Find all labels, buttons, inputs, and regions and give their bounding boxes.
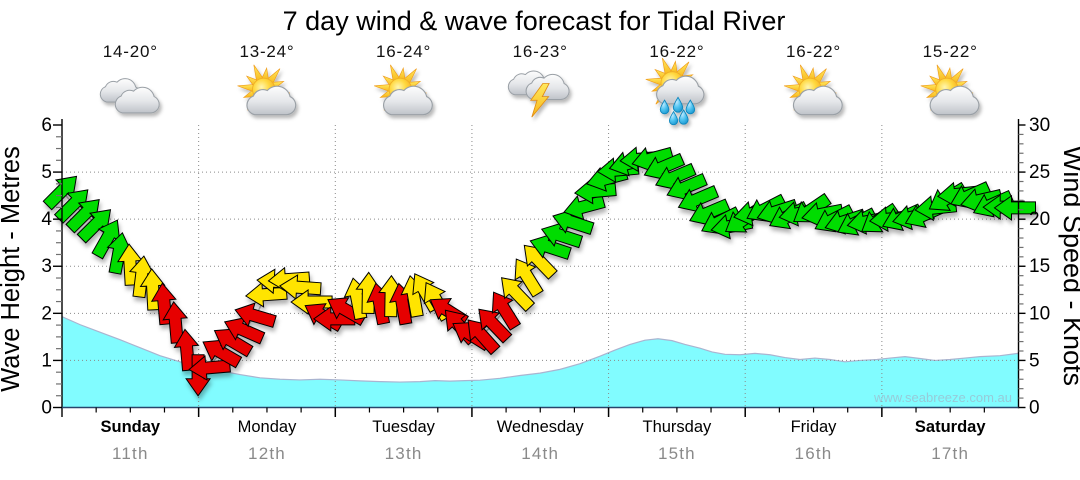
svg-text:6: 6 [41, 115, 52, 136]
svg-text:7 day wind & wave forecast for: 7 day wind & wave forecast for Tidal Riv… [283, 6, 786, 36]
svg-text:13-24°: 13-24° [239, 42, 294, 61]
svg-text:4: 4 [41, 209, 52, 230]
svg-text:Wednesday: Wednesday [497, 418, 585, 436]
svg-text:12th: 12th [248, 444, 286, 463]
svg-text:25: 25 [1029, 162, 1050, 183]
svg-text:3: 3 [41, 256, 52, 277]
svg-text:Saturday: Saturday [915, 418, 986, 436]
svg-text:Wind Speed - Knots: Wind Speed - Knots [1058, 146, 1080, 386]
svg-text:Sunday: Sunday [100, 418, 160, 436]
svg-text:5: 5 [1029, 350, 1040, 371]
svg-text:Wave Height - Metres: Wave Height - Metres [0, 146, 25, 392]
svg-text:30: 30 [1029, 115, 1050, 136]
svg-text:15: 15 [1029, 256, 1050, 277]
svg-text:13th: 13th [385, 444, 423, 463]
svg-text:14th: 14th [521, 444, 559, 463]
svg-text:0: 0 [41, 398, 52, 419]
svg-text:0: 0 [1029, 398, 1040, 419]
svg-text:5: 5 [41, 162, 52, 183]
svg-text:Tuesday: Tuesday [372, 418, 435, 436]
svg-text:1: 1 [41, 350, 52, 371]
svg-text:11th: 11th [112, 444, 149, 463]
svg-text:14-20°: 14-20° [103, 42, 158, 61]
svg-text:15-22°: 15-22° [923, 42, 978, 61]
svg-text:10: 10 [1029, 303, 1050, 324]
svg-text:2: 2 [41, 303, 52, 324]
svg-text:Friday: Friday [791, 418, 838, 436]
svg-text:20: 20 [1029, 209, 1050, 230]
svg-text:16-24°: 16-24° [376, 42, 431, 61]
svg-text:Thursday: Thursday [643, 418, 713, 436]
svg-text:17th: 17th [931, 444, 969, 463]
svg-text:16-22°: 16-22° [786, 42, 841, 61]
svg-text:Monday: Monday [238, 418, 297, 436]
svg-text:16-23°: 16-23° [513, 42, 568, 61]
svg-text:16-22°: 16-22° [649, 42, 704, 61]
svg-text:www.seabreeze.com.au: www.seabreeze.com.au [873, 390, 1012, 405]
svg-text:15th: 15th [658, 444, 696, 463]
svg-text:16th: 16th [795, 444, 833, 463]
